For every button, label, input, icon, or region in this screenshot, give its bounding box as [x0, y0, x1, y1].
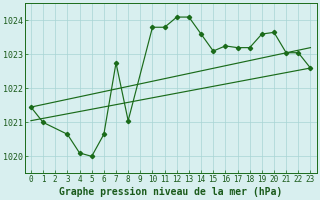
X-axis label: Graphe pression niveau de la mer (hPa): Graphe pression niveau de la mer (hPa) [59, 186, 282, 197]
